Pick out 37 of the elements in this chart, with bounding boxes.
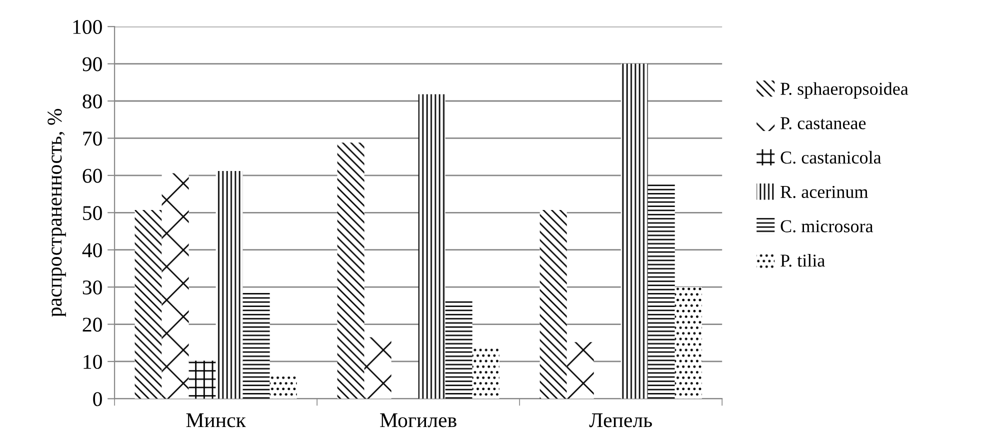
y-tick-label: 70	[83, 132, 102, 146]
bar	[620, 64, 648, 399]
x-tick-label: Лепель	[589, 413, 652, 428]
y-tick-label: 20	[82, 318, 102, 332]
legend-label: P. tilia	[780, 254, 825, 267]
bar	[472, 346, 500, 399]
y-tick-label: 40	[82, 243, 102, 258]
bar	[648, 184, 675, 399]
bar	[134, 210, 162, 399]
y-tick-label: 50	[83, 206, 102, 220]
x-tick-label: Минск	[186, 413, 246, 428]
bar	[674, 287, 702, 399]
y-axis-title: распространенность, %	[48, 108, 66, 317]
bar	[540, 210, 567, 399]
legend-label: C. microsora	[780, 220, 874, 232]
y-tick-label: 90	[82, 57, 102, 72]
y-tick-label: 100	[73, 20, 102, 34]
y-tick-label: 0	[93, 392, 102, 406]
y-tick-label: 30	[82, 280, 102, 294]
bar	[188, 360, 216, 399]
bar	[566, 342, 594, 399]
bar	[216, 170, 243, 399]
legend-label: P. sphaeropsoidea	[780, 82, 908, 99]
y-tick-label: 80	[82, 94, 102, 108]
x-tick-label: Могилев	[380, 413, 456, 428]
bar	[242, 292, 270, 399]
y-tick-label: 10	[84, 354, 102, 369]
bar	[418, 94, 446, 399]
y-tick-label: 60	[82, 168, 102, 183]
legend-label: C. castanicola	[780, 150, 882, 164]
legend-label: R. acerinum	[780, 186, 868, 198]
bar	[337, 142, 364, 399]
bar	[162, 173, 189, 399]
bar	[270, 376, 297, 399]
bar	[364, 337, 392, 399]
bar	[445, 299, 472, 399]
legend-label: P. castaneae	[780, 117, 866, 130]
